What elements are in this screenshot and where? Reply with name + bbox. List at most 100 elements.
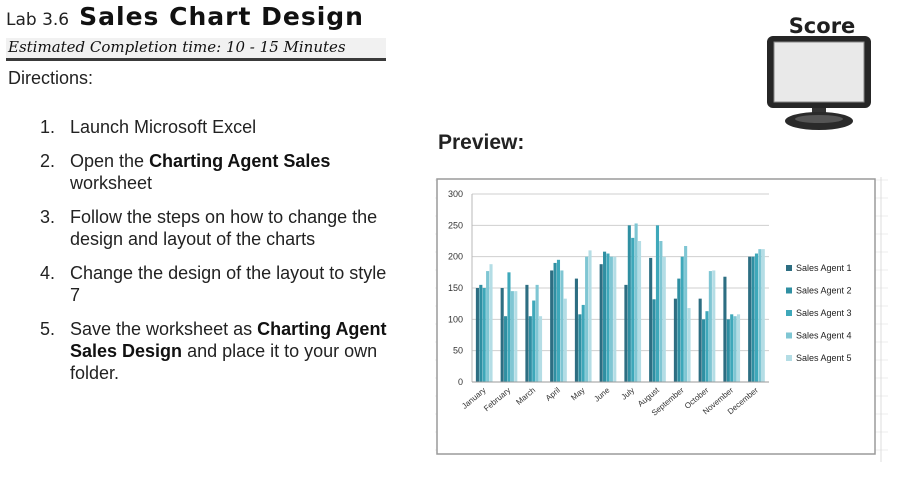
bar bbox=[585, 256, 589, 382]
step-text: Save the worksheet as bbox=[70, 319, 258, 339]
step-bold-text: Charting Agent Sales bbox=[149, 151, 331, 171]
y-tick-label: 200 bbox=[448, 252, 463, 262]
bar bbox=[758, 249, 762, 382]
step-number: 2. bbox=[40, 151, 56, 171]
legend-swatch bbox=[786, 265, 792, 271]
bar bbox=[652, 299, 656, 382]
bar bbox=[673, 298, 677, 382]
bar bbox=[486, 271, 490, 382]
bar bbox=[736, 314, 741, 382]
bar bbox=[588, 250, 592, 382]
bar bbox=[603, 251, 607, 382]
bar bbox=[751, 256, 755, 382]
bar bbox=[574, 278, 578, 382]
bar bbox=[761, 249, 765, 382]
legend-label: Sales Agent 4 bbox=[796, 331, 852, 341]
score-label: Score bbox=[788, 14, 856, 38]
bar bbox=[479, 284, 483, 382]
bar bbox=[649, 257, 653, 382]
step-text: Launch Microsoft Excel bbox=[70, 117, 257, 137]
step-number: 5. bbox=[40, 319, 56, 339]
estimated-time-text: Estimated Completion time: 10 - 15 Minut… bbox=[8, 38, 346, 56]
bar bbox=[528, 316, 532, 382]
y-tick-label: 300 bbox=[448, 189, 463, 199]
step-item: 5. Save the worksheet as Charting Agent S… bbox=[40, 318, 400, 384]
bar bbox=[708, 271, 712, 382]
bar bbox=[599, 264, 603, 382]
bar bbox=[748, 256, 752, 382]
step-item: 2. Open the Charting Agent Sales workshee… bbox=[40, 150, 400, 194]
step-text: worksheet bbox=[70, 173, 153, 193]
legend-swatch bbox=[786, 310, 792, 316]
bar bbox=[637, 241, 642, 382]
bar bbox=[702, 319, 706, 382]
bar bbox=[609, 256, 613, 382]
bar bbox=[510, 291, 514, 382]
bar bbox=[655, 225, 660, 382]
chart-preview: 0 50 100 150 200 250 300 January February March Ap… bbox=[435, 177, 888, 462]
legend-label: Sales Agent 5 bbox=[796, 353, 852, 363]
bar bbox=[712, 270, 716, 382]
bar bbox=[631, 237, 635, 382]
bar bbox=[726, 319, 730, 382]
bar bbox=[687, 308, 691, 382]
bar bbox=[705, 311, 709, 382]
step-item: 3. Follow the steps on how to change the … bbox=[40, 206, 400, 250]
step-text: Change the design of the layout to style… bbox=[70, 263, 387, 305]
bar bbox=[475, 288, 479, 382]
bar bbox=[698, 298, 702, 382]
bar bbox=[634, 223, 638, 382]
step-text: Open the bbox=[70, 151, 150, 171]
lab-title: Lab 3.6 Sales Chart Design bbox=[6, 2, 364, 31]
bar bbox=[482, 288, 486, 382]
bar bbox=[578, 314, 582, 382]
y-tick-label: 250 bbox=[448, 220, 463, 230]
bar bbox=[754, 253, 759, 382]
bar bbox=[532, 300, 536, 382]
bar bbox=[606, 253, 610, 382]
bar bbox=[624, 284, 628, 382]
legend-swatch bbox=[786, 332, 792, 339]
step-item: 1. Launch Microsoft Excel bbox=[40, 116, 400, 138]
bar bbox=[500, 288, 504, 382]
step-text: Follow the steps on how to change the de… bbox=[70, 207, 378, 249]
step-number: 3. bbox=[40, 207, 56, 227]
bar bbox=[684, 246, 688, 382]
directions-label: Directions: bbox=[8, 68, 94, 88]
monitor-icon bbox=[767, 36, 871, 130]
legend-swatch bbox=[786, 287, 792, 294]
step-item: 4. Change the design of the layout to sty… bbox=[40, 262, 400, 306]
y-tick-label: 0 bbox=[458, 377, 463, 387]
bar bbox=[489, 264, 493, 382]
bar bbox=[662, 256, 666, 382]
step-number: 1. bbox=[40, 117, 56, 137]
bar bbox=[550, 270, 554, 382]
bar bbox=[538, 316, 543, 382]
bar bbox=[659, 241, 663, 382]
bar bbox=[553, 262, 557, 382]
bar bbox=[560, 270, 564, 382]
steps-list: 1. Launch Microsoft Excel 2. Open the Char… bbox=[40, 116, 400, 396]
bar bbox=[581, 304, 585, 382]
y-tick-label: 150 bbox=[448, 283, 463, 293]
bar bbox=[514, 291, 518, 382]
bar bbox=[627, 225, 631, 382]
bar bbox=[507, 272, 511, 382]
bar bbox=[680, 256, 684, 382]
bar bbox=[535, 284, 539, 382]
estimated-time-bar: Estimated Completion time: 10 - 15 Minut… bbox=[6, 38, 386, 61]
lab-name: Sales Chart Design bbox=[79, 2, 364, 31]
lab-number: Lab 3.6 bbox=[6, 10, 70, 30]
bar bbox=[677, 278, 681, 382]
legend-label: Sales Agent 3 bbox=[796, 308, 852, 318]
bar bbox=[733, 316, 737, 382]
bar bbox=[525, 284, 529, 382]
legend-swatch bbox=[786, 355, 792, 361]
legend-label: Sales Agent 2 bbox=[796, 286, 852, 296]
score-monitor: Score bbox=[760, 14, 880, 134]
legend-label: Sales Agent 1 bbox=[796, 263, 852, 273]
bar bbox=[563, 298, 567, 382]
y-tick-label: 100 bbox=[448, 314, 463, 324]
y-tick-label: 50 bbox=[453, 346, 463, 356]
